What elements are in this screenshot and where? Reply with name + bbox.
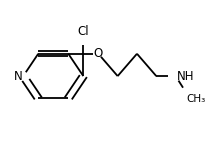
Text: NH: NH — [177, 70, 194, 83]
Text: Cl: Cl — [78, 25, 89, 38]
Text: CH₃: CH₃ — [186, 94, 206, 104]
Text: N: N — [13, 70, 22, 83]
Text: O: O — [94, 47, 103, 60]
